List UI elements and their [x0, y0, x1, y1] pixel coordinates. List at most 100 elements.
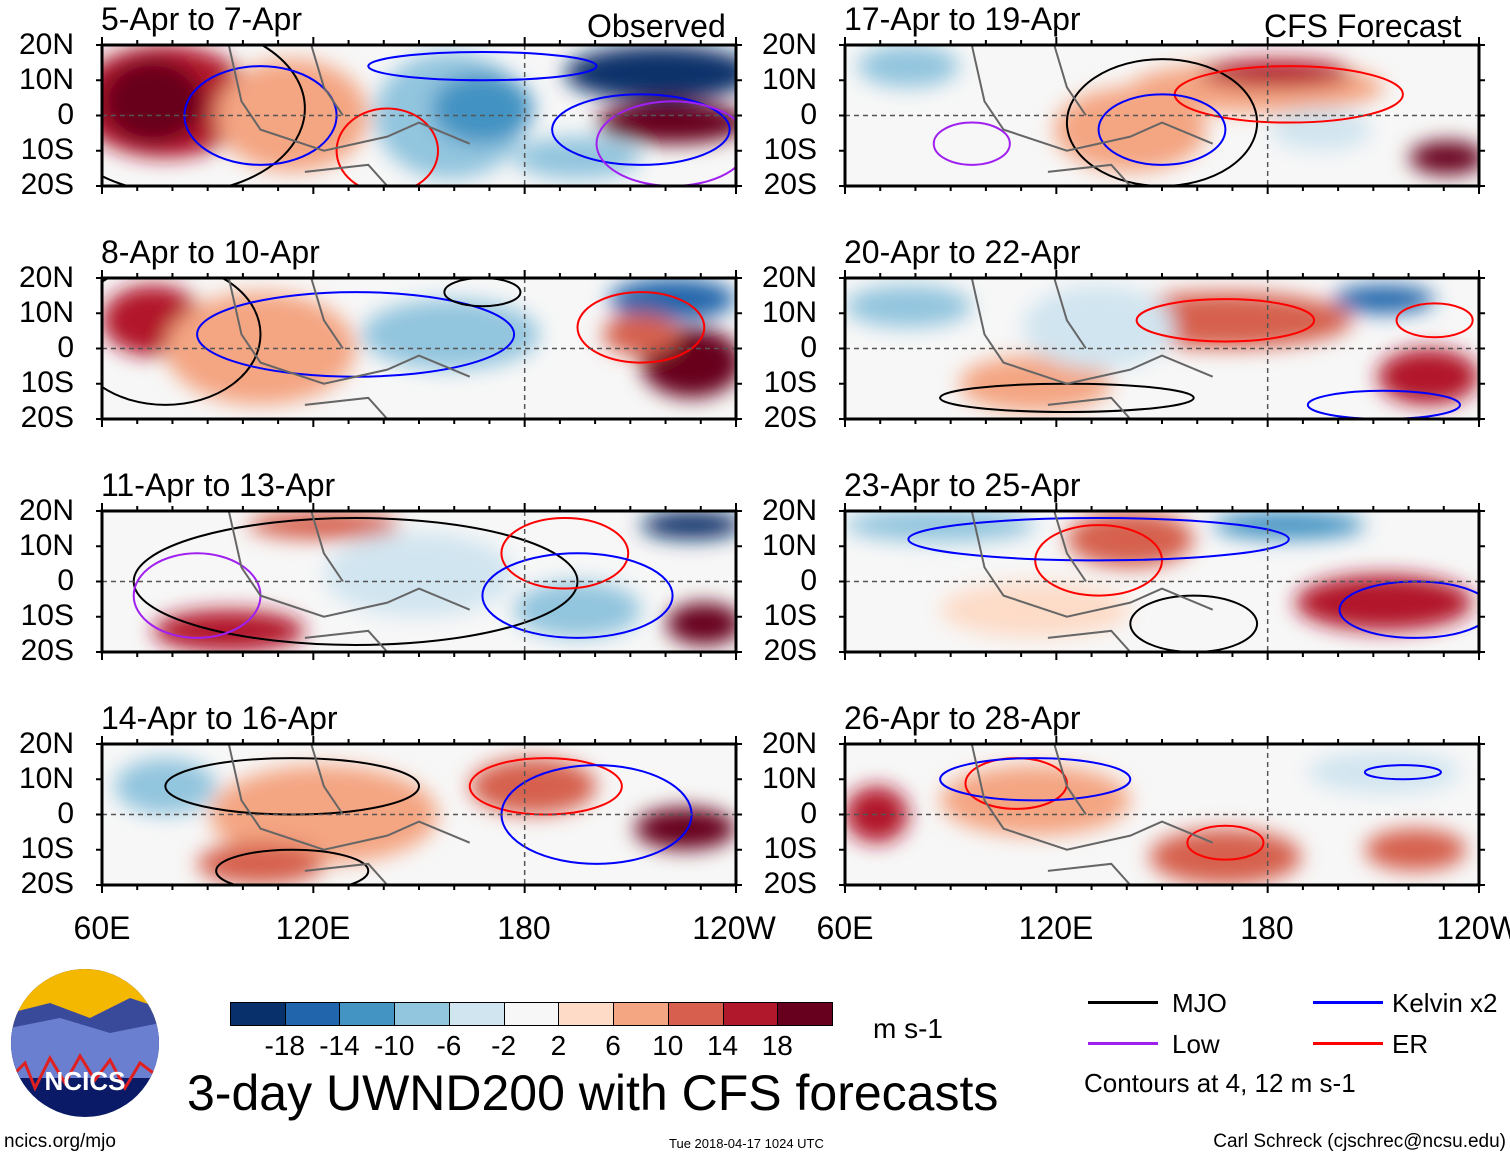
- colorbar-swatch: [613, 1002, 669, 1026]
- legend-line-low: [1088, 1042, 1158, 1045]
- wave-contour: [1034, 524, 1164, 597]
- lat-label: 10N: [18, 63, 74, 96]
- wave-contour: [551, 93, 731, 166]
- wind-anomaly-region: [514, 581, 641, 638]
- lat-label: 10S: [20, 832, 74, 865]
- wind-anomaly-region: [165, 292, 356, 405]
- wave-contour: [102, 278, 262, 406]
- map-panel: [96, 503, 742, 660]
- map-panel: [96, 736, 742, 893]
- panel-title: 14-Apr to 16-Apr: [101, 700, 338, 736]
- wind-anomaly-region: [247, 511, 400, 540]
- lat-label: 0: [800, 564, 817, 597]
- lat-label: 0: [57, 98, 74, 131]
- wind-anomaly-region: [1022, 285, 1175, 370]
- wind-anomaly-region: [666, 602, 736, 645]
- wind-anomaly-region: [845, 285, 972, 328]
- panel-title: 5-Apr to 7-Apr: [101, 1, 302, 37]
- wave-contour: [500, 517, 630, 590]
- lat-label: 10S: [20, 599, 74, 632]
- colorbar-swatch: [558, 1002, 615, 1026]
- lat-label: 0: [800, 331, 817, 364]
- lat-label: 0: [57, 797, 74, 830]
- map-panel: [96, 37, 742, 194]
- colorbar-label: 14: [706, 1030, 739, 1061]
- wave-contour: [1097, 93, 1227, 166]
- wind-anomaly-region: [514, 136, 641, 179]
- lat-label: 20S: [763, 401, 817, 434]
- wind-anomaly-region: [596, 101, 736, 144]
- footer-author: Carl Schreck (cjschrec@ncsu.edu): [1213, 1131, 1506, 1152]
- coastline: [227, 278, 471, 419]
- colorbar-units: m s-1: [873, 1013, 943, 1044]
- lat-label: 20N: [18, 727, 74, 760]
- wind-anomaly-region: [197, 842, 324, 885]
- lon-label: 60E: [73, 910, 131, 946]
- lon-label: 120W: [692, 910, 776, 946]
- lat-label: 20S: [763, 634, 817, 667]
- legend-label-er: ER: [1392, 1029, 1429, 1059]
- colorbar-swatch: [394, 1002, 450, 1026]
- wave-contour: [939, 757, 1132, 802]
- lat-label: 20S: [20, 634, 74, 667]
- colorbar-label: -6: [436, 1030, 462, 1061]
- lat-label: 20S: [20, 867, 74, 900]
- lat-label: 0: [800, 98, 817, 131]
- lat-label: 10N: [18, 296, 74, 329]
- lat-label: 10S: [20, 366, 74, 399]
- wave-contour: [576, 291, 706, 364]
- wave-contour: [1395, 302, 1474, 339]
- colorbar-label: 6: [605, 1030, 621, 1061]
- wind-anomaly-region: [361, 299, 540, 370]
- wind-anomaly-region: [469, 758, 597, 815]
- lat-label: 20N: [18, 28, 74, 61]
- colorbar-label: 18: [761, 1030, 793, 1061]
- panel-title: 20-Apr to 22-Apr: [844, 234, 1081, 270]
- lat-label: 20S: [20, 401, 74, 434]
- legend-label-kelvin: Kelvin x2: [1392, 988, 1498, 1018]
- lon-label: 120W: [1436, 910, 1510, 946]
- wind-anomaly-region: [1409, 140, 1479, 175]
- figure-title: 3-day UWND200 with CFS forecasts: [187, 1065, 999, 1121]
- map-panel: [839, 37, 1485, 194]
- lat-label: 10N: [761, 296, 817, 329]
- wind-anomaly-region: [940, 581, 1131, 638]
- colorbar-swatch: [230, 1002, 286, 1026]
- panel-title: 8-Apr to 10-Apr: [101, 234, 320, 270]
- wind-anomaly-region: [564, 45, 736, 102]
- wave-contour: [1065, 58, 1259, 186]
- colorbar-swatch: [777, 1002, 833, 1026]
- lat-label: 10N: [18, 529, 74, 562]
- wind-anomaly-region: [1295, 574, 1473, 631]
- lat-label: 10S: [763, 599, 817, 632]
- lat-label: 10S: [20, 133, 74, 166]
- wave-contour: [443, 278, 522, 308]
- map-panel: [839, 270, 1485, 427]
- lat-label: 10S: [763, 832, 817, 865]
- wind-anomaly-region: [1269, 108, 1372, 151]
- lat-label: 0: [800, 797, 817, 830]
- colorbar-swatch: [503, 1002, 560, 1026]
- lat-label: 0: [57, 564, 74, 597]
- wind-anomaly-region: [845, 511, 1036, 543]
- coastline: [227, 744, 471, 885]
- lat-label: 20S: [763, 168, 817, 201]
- colorbar-label: -2: [491, 1030, 517, 1061]
- wave-contour: [367, 51, 598, 82]
- lat-label: 10N: [761, 63, 817, 96]
- map-panel: [96, 270, 742, 427]
- lat-label: 20S: [763, 867, 817, 900]
- panel-title: 11-Apr to 13-Apr: [101, 467, 336, 503]
- wave-contour: [1186, 824, 1265, 861]
- lat-label: 20N: [761, 28, 817, 61]
- wave-contour: [907, 517, 1290, 562]
- wind-anomaly-region: [1054, 87, 1207, 172]
- colorbar-label: 2: [550, 1030, 567, 1061]
- wave-contour: [481, 552, 674, 639]
- ncics-logo: NCICS: [11, 969, 159, 1117]
- wind-anomaly-region: [1212, 511, 1365, 540]
- legend-label-low: Low: [1172, 1029, 1220, 1059]
- wave-contour: [215, 848, 370, 885]
- map-panel: [839, 503, 1485, 660]
- lat-label: 10S: [763, 366, 817, 399]
